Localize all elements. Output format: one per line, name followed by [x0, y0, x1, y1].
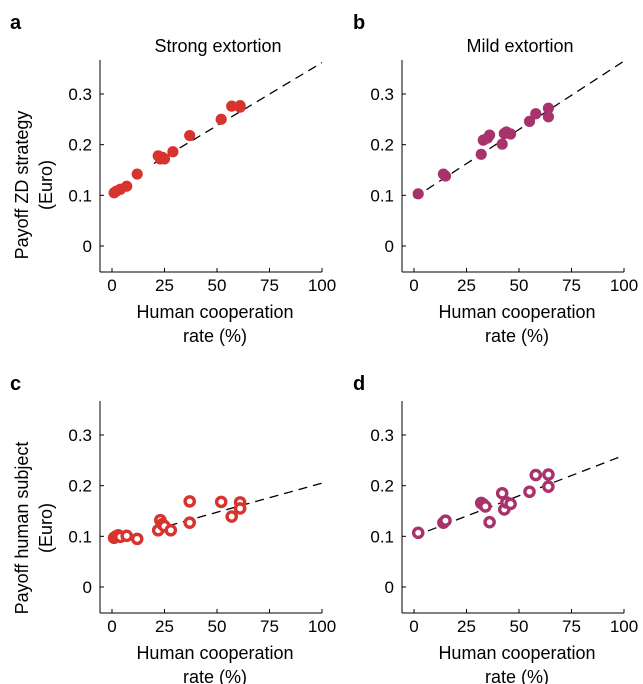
x-tick-label: 0 [107, 617, 116, 636]
x-tick-label: 75 [562, 276, 581, 295]
x-axis-label-c-line1: Human cooperation [136, 643, 293, 663]
data-point [215, 113, 227, 125]
x-axis-label-c-line2: rate (%) [183, 667, 247, 684]
data-point [496, 138, 508, 150]
data-point [226, 100, 238, 112]
x-tick-label: 25 [457, 617, 476, 636]
x-axis-label-b-line2: rate (%) [485, 326, 549, 346]
panel-a: 0 25 50 75 100 0 0.1 0.2 0.3 [68, 60, 336, 295]
y-tick-label: 0.2 [370, 136, 394, 155]
x-tick-label: 0 [409, 617, 418, 636]
x-axis-label-a-line1: Human cooperation [136, 302, 293, 322]
data-point [233, 502, 247, 515]
x-axis-label-d-line2: rate (%) [485, 667, 549, 684]
data-point [183, 495, 196, 508]
y-tick-label: 0.2 [68, 477, 92, 496]
data-point [479, 500, 492, 513]
data-point [439, 170, 452, 182]
data-point [164, 523, 178, 537]
data-point [530, 108, 542, 120]
y-axis-label-bottom-line2: (Euro) [36, 503, 56, 553]
data-point [225, 510, 238, 523]
x-axis-label-a-line2: rate (%) [183, 326, 247, 346]
y-axis-label-top-line1: Payoff ZD strategy [12, 111, 32, 260]
data-point [120, 529, 133, 543]
y-tick-label: 0.3 [68, 426, 92, 445]
data-point [214, 495, 228, 509]
data-point [505, 128, 517, 140]
x-tick-label: 75 [260, 276, 279, 295]
x-tick-label: 50 [208, 276, 227, 295]
y-tick-label: 0.3 [68, 85, 92, 104]
x-axis-label-b-line1: Human cooperation [438, 302, 595, 322]
panel-c: 0 25 50 75 100 0 0.1 0.2 0.3 [68, 401, 336, 636]
data-point [412, 188, 424, 200]
x-tick-label: 75 [260, 617, 279, 636]
panel-letter-b: b [353, 12, 365, 34]
x-tick-label: 100 [610, 617, 638, 636]
data-point [158, 153, 171, 165]
y-tick-label: 0.3 [370, 85, 394, 104]
x-tick-label: 0 [107, 276, 116, 295]
data-point [411, 526, 425, 540]
data-point [523, 485, 536, 499]
panel-letter-c: c [10, 373, 21, 395]
y-tick-label: 0.2 [370, 477, 394, 496]
y-tick-label: 0 [83, 578, 92, 597]
data-point [483, 515, 496, 529]
column-title-mild: Mild extortion [466, 36, 573, 56]
y-axis-label-top-line2: (Euro) [36, 160, 56, 210]
data-point [542, 468, 555, 481]
x-tick-label: 50 [510, 617, 529, 636]
x-tick-label: 25 [155, 276, 174, 295]
data-point [131, 168, 143, 180]
panel-d: 0 25 50 75 100 0 0.1 0.2 0.3 [370, 401, 638, 636]
x-tick-label: 100 [308, 276, 336, 295]
y-tick-label: 0.1 [68, 527, 92, 546]
data-point [529, 468, 543, 482]
panel-letter-a: a [10, 12, 22, 34]
x-tick-label: 50 [208, 617, 227, 636]
data-point [484, 129, 496, 141]
x-tick-label: 25 [457, 276, 476, 295]
y-tick-label: 0 [385, 237, 394, 256]
x-axis-label-d-line1: Human cooperation [438, 643, 595, 663]
y-axis-label-bottom-line1: Payoff human subject [12, 442, 32, 615]
panel-b: 0 25 50 75 100 0 0.1 0.2 0.3 [370, 60, 638, 295]
y-tick-label: 0 [385, 578, 394, 597]
data-point [167, 146, 179, 158]
x-tick-label: 25 [155, 617, 174, 636]
y-tick-label: 0.1 [370, 527, 394, 546]
data-point [542, 102, 555, 114]
x-tick-label: 0 [409, 276, 418, 295]
data-point [523, 115, 536, 127]
dashed-regression-line [153, 62, 322, 164]
y-tick-label: 0.3 [370, 426, 394, 445]
y-tick-label: 0 [83, 237, 92, 256]
dashed-regression-line [413, 60, 624, 199]
data-point [121, 180, 133, 192]
panel-letter-d: d [353, 373, 365, 395]
data-point [439, 514, 452, 527]
data-point [183, 516, 196, 529]
data-point [234, 101, 246, 113]
data-point [504, 497, 517, 511]
y-tick-label: 0.2 [68, 136, 92, 155]
y-tick-label: 0.1 [370, 186, 394, 205]
data-point [184, 129, 196, 142]
x-tick-label: 50 [510, 276, 529, 295]
data-point [130, 532, 144, 546]
y-tick-label: 0.1 [68, 186, 92, 205]
column-title-strong: Strong extortion [154, 36, 281, 56]
x-tick-label: 100 [610, 276, 638, 295]
x-tick-label: 75 [562, 617, 581, 636]
data-point [542, 111, 555, 123]
data-point [542, 480, 555, 493]
data-point [475, 148, 487, 160]
x-tick-label: 100 [308, 617, 336, 636]
